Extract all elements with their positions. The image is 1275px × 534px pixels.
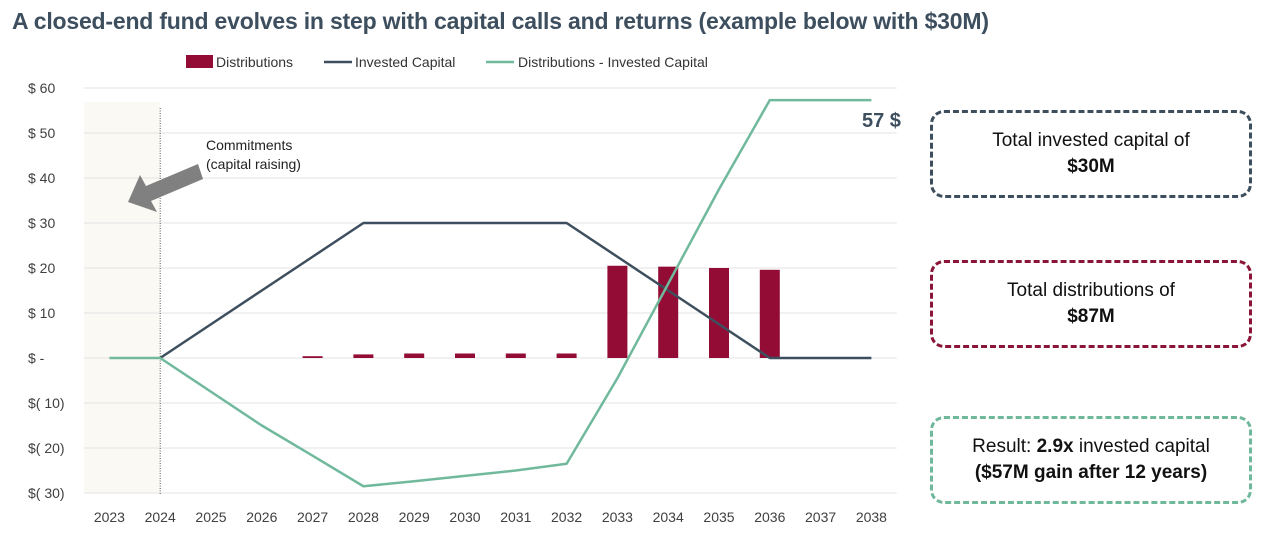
distribution-bars xyxy=(302,265,780,358)
distribution-bar xyxy=(607,265,628,358)
y-tick-label: $ 20 xyxy=(28,260,55,276)
x-tick-label: 2028 xyxy=(348,509,379,525)
x-axis-ticks: 2023 2024 2025 2026 2027 2028 2029 2030 2031 2032… xyxy=(94,509,887,525)
invested-callout-line1: Total invested capital of xyxy=(992,130,1190,151)
y-tick-label: $ - xyxy=(28,350,45,366)
net-distributions-line xyxy=(109,98,872,488)
distribution-bar xyxy=(709,268,729,358)
legend-label-distributions: Distributions xyxy=(216,54,293,70)
arrow-shape xyxy=(128,164,203,212)
y-tick-label: $ 30 xyxy=(28,215,55,231)
x-tick-label: 2027 xyxy=(297,509,328,525)
distribution-bar xyxy=(404,353,425,358)
y-tick-label: $( 10) xyxy=(28,395,65,411)
legend-label-net: Distributions - Invested Capital xyxy=(518,54,708,70)
result-callout-line2: ($57M gain after 12 years) xyxy=(974,462,1208,483)
x-tick-label: 2024 xyxy=(145,509,176,525)
result-suffix: invested capital xyxy=(1073,436,1210,457)
y-tick-label: $( 20) xyxy=(28,440,65,456)
distributions-callout-line1: Total distributions of xyxy=(1007,280,1175,301)
commitments-annotation-line1: Commitments xyxy=(206,137,292,153)
commitment-arrow-icon xyxy=(128,164,203,212)
x-tick-label: 2032 xyxy=(551,509,582,525)
y-tick-label: $( 30) xyxy=(28,485,65,501)
distribution-bar xyxy=(455,353,475,358)
distribution-bar xyxy=(556,353,577,358)
y-tick-label: $ 50 xyxy=(28,125,55,141)
y-tick-label: $ 60 xyxy=(28,80,55,96)
distribution-bar xyxy=(353,354,374,358)
legend: Distributions Invested Capital Distributio… xyxy=(186,54,708,70)
result-callout: Result: 2.9x invested capital ($57M gain… xyxy=(930,416,1252,504)
x-tick-label: 2026 xyxy=(246,509,277,525)
x-tick-label: 2030 xyxy=(449,509,480,525)
invested-capital-callout: Total invested capital of $30M xyxy=(930,110,1252,198)
result-callout-line1: Result: 2.9x invested capital xyxy=(972,434,1210,460)
end-value-label: 57 $ xyxy=(862,110,901,132)
commitment-period-shade xyxy=(84,102,161,493)
legend-label-invested: Invested Capital xyxy=(355,54,455,70)
x-tick-label: 2023 xyxy=(94,509,125,525)
x-tick-label: 2033 xyxy=(602,509,633,525)
series-lines xyxy=(109,98,872,488)
x-tick-label: 2034 xyxy=(653,509,684,525)
distribution-bar xyxy=(759,269,780,358)
result-prefix: Result: xyxy=(972,436,1037,457)
x-tick-label: 2037 xyxy=(805,509,836,525)
x-tick-label: 2025 xyxy=(195,509,226,525)
y-tick-label: $ 10 xyxy=(28,305,55,321)
x-tick-label: 2036 xyxy=(754,509,785,525)
distribution-bar xyxy=(302,356,323,358)
y-axis-ticks: $ 60 $ 50 $ 40 $ 30 $ 20 $ 10 $ - $( 10) $( 20) $… xyxy=(28,80,65,501)
distributions-callout-value: $87M xyxy=(1067,306,1115,327)
y-tick-label: $ 40 xyxy=(28,170,55,186)
x-tick-label: 2038 xyxy=(856,509,887,525)
distribution-bar xyxy=(658,266,679,358)
invested-callout-value: $30M xyxy=(1067,156,1115,177)
invested-capital-line xyxy=(159,221,872,360)
x-tick-label: 2031 xyxy=(500,509,531,525)
x-tick-label: 2035 xyxy=(703,509,734,525)
distributions-callout: Total distributions of $87M xyxy=(930,260,1252,348)
legend-swatch-distributions xyxy=(186,55,213,68)
result-multiple: 2.9x xyxy=(1036,436,1074,457)
x-tick-label: 2029 xyxy=(399,509,430,525)
commitments-annotation-line2: (capital raising) xyxy=(206,156,301,172)
distribution-bar xyxy=(505,353,526,358)
chart-title: A closed-end fund evolves in step with c… xyxy=(12,8,989,34)
